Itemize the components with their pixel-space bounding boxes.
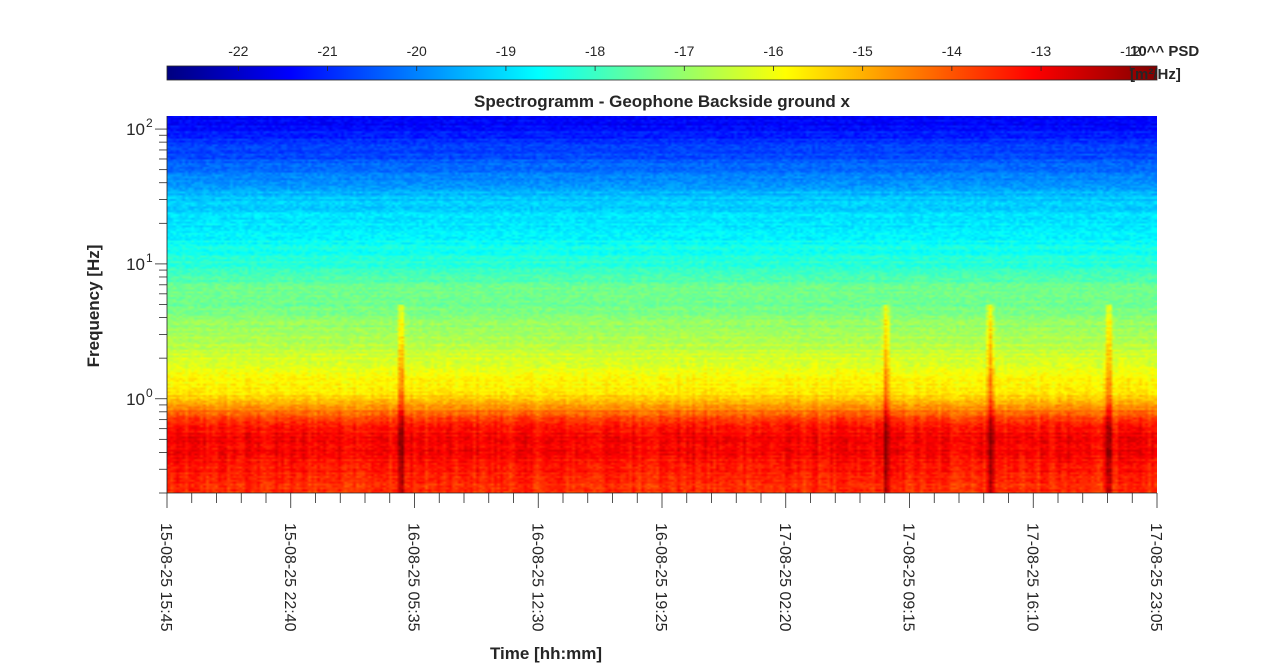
x-axis-label: Time [hh:mm] <box>490 644 602 663</box>
x-tick-label: 16-08-25 12:30 <box>528 523 545 632</box>
y-axis-label: Frequency [Hz] <box>84 245 103 368</box>
colorbar-tick-label: -18 <box>585 43 605 59</box>
y-tick-label-exponent: 0 <box>146 386 153 400</box>
x-axis: 15-08-25 15:45 15-08-25 22:40 16-08-25 05:… <box>157 492 1164 632</box>
colorbar-tick-label: -12 <box>1120 43 1140 59</box>
colorbar-label-line2: [m²/Hz] <box>1130 66 1181 83</box>
colorbar: -22 -21 -20 -19 -18 -17 -16 -15 -14 -13 -12 10^^ P… <box>166 43 1199 83</box>
colorbar-gradient <box>166 65 1158 81</box>
colorbar-tick-label: -14 <box>942 43 962 59</box>
y-tick-label: 10 <box>126 255 145 274</box>
colorbar-tick-label: -19 <box>496 43 516 59</box>
x-tick-label: 16-08-25 05:35 <box>405 523 422 632</box>
y-tick-label: 10 <box>126 120 145 139</box>
x-tick-label: 17-08-25 02:20 <box>776 523 793 632</box>
chart-title: Spectrogramm - Geophone Backside ground … <box>474 92 851 111</box>
x-tick-label: 15-08-25 15:45 <box>157 523 174 632</box>
colorbar-tick-label: -16 <box>763 43 783 59</box>
colorbar-label-line1: 10^^ PSD <box>1130 43 1199 60</box>
x-tick-label: 16-08-25 19:25 <box>652 523 669 632</box>
colorbar-tick-label: -22 <box>228 43 248 59</box>
x-tick-label: 15-08-25 22:40 <box>281 523 298 632</box>
y-tick-label-exponent: 2 <box>146 116 153 130</box>
colorbar-tick-label: -13 <box>1031 43 1051 59</box>
x-tick-label: 17-08-25 09:15 <box>900 523 917 632</box>
x-tick-label: 17-08-25 23:05 <box>1147 523 1164 632</box>
x-tick-label: 17-08-25 16:10 <box>1023 523 1040 632</box>
y-tick-label: 10 <box>126 390 145 409</box>
colorbar-tick-label: -20 <box>407 43 427 59</box>
spectrogram-heatmap <box>167 116 1157 493</box>
y-tick-label-exponent: 1 <box>146 251 153 265</box>
colorbar-tick-label: -21 <box>317 43 337 59</box>
colorbar-tick-label: -15 <box>853 43 873 59</box>
colorbar-tick-label: -17 <box>674 43 694 59</box>
colorbar-ticks: -22 -21 -20 -19 -18 -17 -16 -15 -14 -13 -12 <box>228 43 1141 71</box>
